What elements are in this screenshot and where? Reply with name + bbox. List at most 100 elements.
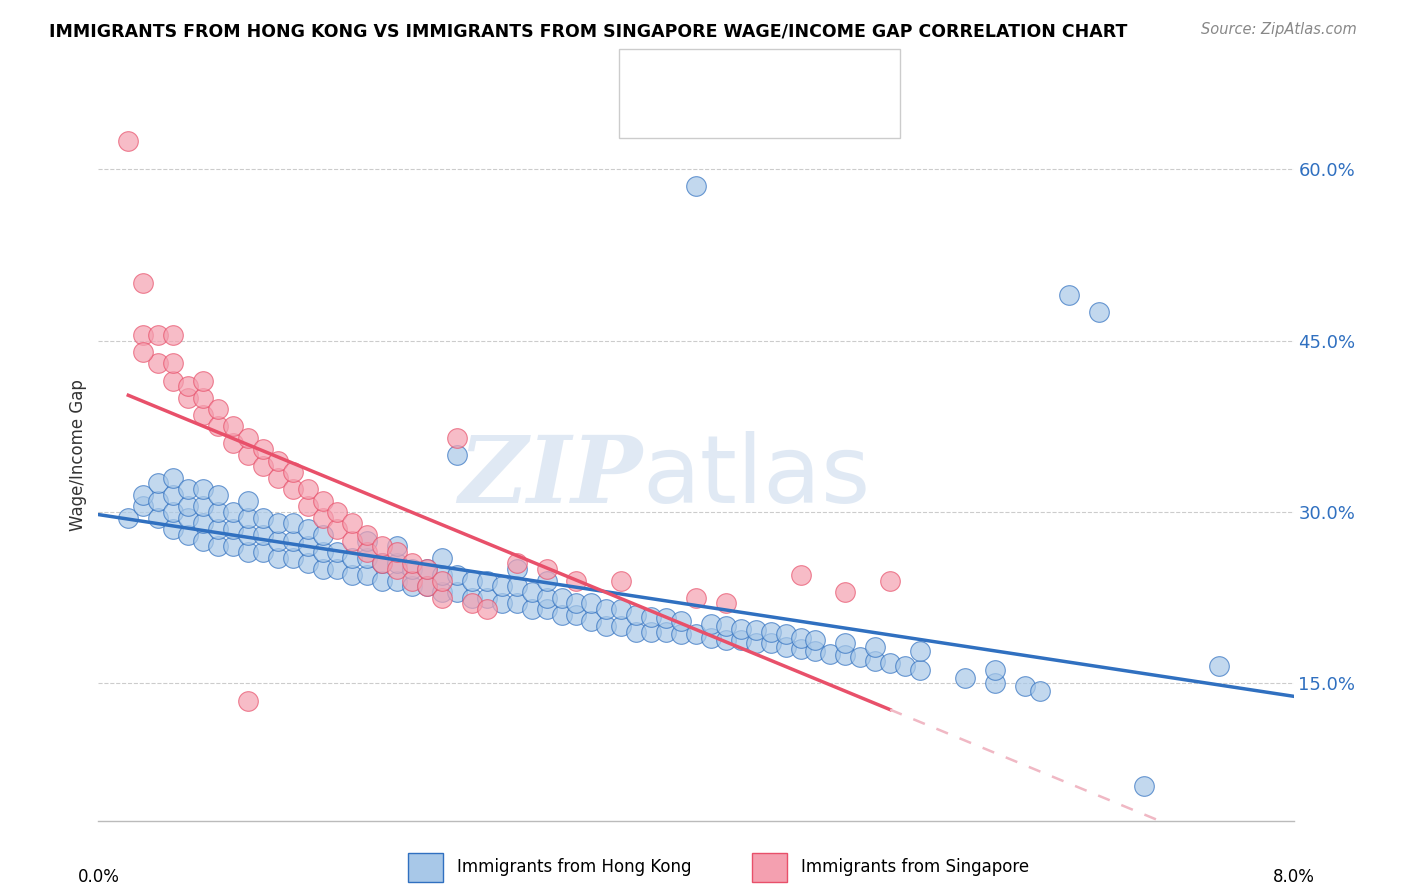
Text: Immigrants from Singapore: Immigrants from Singapore xyxy=(801,858,1029,877)
Point xyxy=(789,568,811,582)
Point xyxy=(834,636,856,650)
Point xyxy=(281,482,304,496)
Point xyxy=(236,431,259,445)
Point xyxy=(714,633,737,648)
Point xyxy=(356,533,378,548)
Point xyxy=(446,431,468,445)
Text: ZIP: ZIP xyxy=(458,432,643,522)
Point xyxy=(222,522,245,536)
Point xyxy=(148,356,170,371)
Point xyxy=(356,568,378,582)
Point xyxy=(461,597,484,611)
Point xyxy=(356,528,378,542)
Point xyxy=(730,633,752,648)
Point xyxy=(267,533,290,548)
Text: -0.320: -0.320 xyxy=(731,108,789,122)
Point xyxy=(401,562,423,576)
Point xyxy=(162,522,184,536)
Point xyxy=(222,505,245,519)
Text: 8.0%: 8.0% xyxy=(1272,868,1315,886)
Point xyxy=(446,448,468,462)
Point xyxy=(342,516,364,531)
Point xyxy=(207,539,229,553)
Point xyxy=(759,636,782,650)
Point xyxy=(730,622,752,636)
Text: 0.0%: 0.0% xyxy=(77,868,120,886)
Point xyxy=(385,574,409,588)
Point xyxy=(222,419,245,434)
Point xyxy=(416,562,439,576)
Point xyxy=(148,510,170,524)
Text: N =: N = xyxy=(801,108,832,122)
Bar xyxy=(408,854,443,881)
Y-axis label: Wage/Income Gap: Wage/Income Gap xyxy=(69,379,87,531)
Point xyxy=(430,591,453,605)
Point xyxy=(640,610,662,624)
Point xyxy=(177,379,200,393)
Point xyxy=(775,640,797,654)
Point xyxy=(565,574,588,588)
Point xyxy=(446,568,468,582)
Point xyxy=(401,574,423,588)
Point xyxy=(879,574,901,588)
Point xyxy=(267,453,290,467)
Point xyxy=(162,374,184,388)
Point xyxy=(491,579,513,593)
Point xyxy=(385,562,409,576)
Point xyxy=(148,476,170,491)
Point xyxy=(550,591,572,605)
Point xyxy=(207,505,229,519)
Point xyxy=(908,644,931,658)
Text: Immigrants from Hong Kong: Immigrants from Hong Kong xyxy=(457,858,692,877)
Point xyxy=(342,533,364,548)
Text: IMMIGRANTS FROM HONG KONG VS IMMIGRANTS FROM SINGAPORE WAGE/INCOME GAP CORRELATI: IMMIGRANTS FROM HONG KONG VS IMMIGRANTS … xyxy=(49,22,1128,40)
Point xyxy=(252,510,274,524)
Point xyxy=(626,625,648,640)
Point xyxy=(132,488,155,502)
Point xyxy=(894,659,917,673)
Point xyxy=(626,607,648,622)
Point xyxy=(132,327,155,342)
Point xyxy=(416,579,439,593)
Point xyxy=(506,597,529,611)
Point xyxy=(132,277,155,291)
Bar xyxy=(627,58,666,87)
Point xyxy=(162,356,184,371)
Point xyxy=(267,516,290,531)
Bar xyxy=(627,101,666,129)
Point xyxy=(236,545,259,559)
Point xyxy=(685,627,707,641)
Point xyxy=(281,465,304,479)
Point xyxy=(236,493,259,508)
Point xyxy=(685,179,707,194)
Point xyxy=(461,591,484,605)
Point xyxy=(297,557,319,571)
Point xyxy=(669,627,692,641)
Point xyxy=(162,327,184,342)
Point xyxy=(177,510,200,524)
Point xyxy=(1059,288,1081,302)
Point xyxy=(177,528,200,542)
Point xyxy=(236,693,259,707)
Point xyxy=(789,631,811,645)
Text: Source: ZipAtlas.com: Source: ZipAtlas.com xyxy=(1201,22,1357,37)
Point xyxy=(207,419,229,434)
Point xyxy=(804,633,827,648)
Point xyxy=(191,374,214,388)
Point xyxy=(162,505,184,519)
Point xyxy=(685,591,707,605)
Point xyxy=(281,516,304,531)
Point xyxy=(714,597,737,611)
Point xyxy=(745,623,768,637)
Point xyxy=(326,545,349,559)
Point xyxy=(1028,684,1050,698)
Point xyxy=(820,647,842,661)
Point xyxy=(311,545,333,559)
Point xyxy=(430,574,453,588)
Point xyxy=(267,471,290,485)
Point xyxy=(1133,780,1156,794)
Point xyxy=(177,500,200,514)
Point xyxy=(669,614,692,628)
Point xyxy=(430,568,453,582)
Point xyxy=(267,550,290,565)
